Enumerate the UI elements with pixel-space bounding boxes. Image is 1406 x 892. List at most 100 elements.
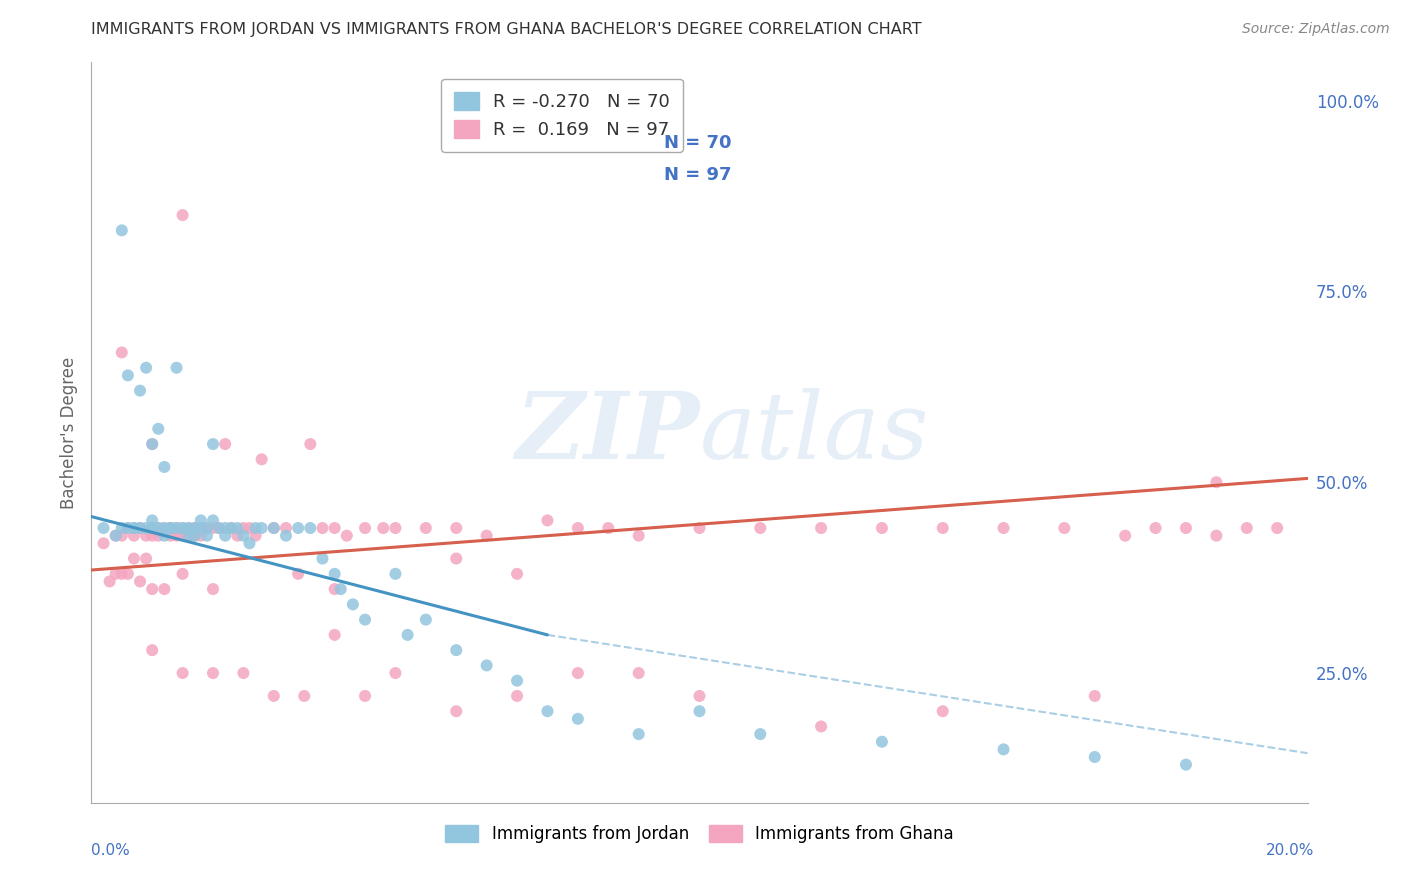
Point	[93, 536, 115, 550]
Text: ZIP: ZIP	[515, 388, 699, 477]
Point	[993, 742, 1015, 756]
Point	[172, 566, 194, 581]
Point	[299, 437, 322, 451]
Point	[1265, 521, 1288, 535]
Point	[177, 529, 200, 543]
Point	[567, 521, 589, 535]
Text: N = 97: N = 97	[664, 167, 731, 185]
Point	[129, 521, 152, 535]
Point	[323, 628, 346, 642]
Point	[1084, 750, 1107, 764]
Point	[506, 673, 529, 688]
Point	[263, 689, 285, 703]
Point	[148, 529, 170, 543]
Point	[104, 529, 127, 543]
Point	[627, 666, 650, 681]
Point	[93, 521, 115, 535]
Point	[342, 598, 364, 612]
Point	[931, 704, 953, 718]
Point	[323, 582, 346, 596]
Point	[190, 521, 212, 535]
Point	[177, 521, 200, 535]
Point	[195, 521, 218, 535]
Point	[245, 521, 267, 535]
Point	[384, 521, 406, 535]
Point	[122, 529, 145, 543]
Point	[117, 566, 139, 581]
Point	[415, 613, 437, 627]
Point	[141, 521, 163, 535]
Point	[232, 529, 254, 543]
Point	[202, 513, 225, 527]
Point	[214, 529, 236, 543]
Point	[263, 521, 285, 535]
Text: IMMIGRANTS FROM JORDAN VS IMMIGRANTS FROM GHANA BACHELOR'S DEGREE CORRELATION CH: IMMIGRANTS FROM JORDAN VS IMMIGRANTS FRO…	[91, 22, 922, 37]
Point	[214, 521, 236, 535]
Point	[148, 422, 170, 436]
Point	[810, 521, 832, 535]
Point	[219, 521, 242, 535]
Point	[238, 521, 260, 535]
Point	[810, 719, 832, 733]
Point	[135, 521, 157, 535]
Point	[190, 513, 212, 527]
Point	[172, 666, 194, 681]
Point	[475, 529, 498, 543]
Point	[122, 551, 145, 566]
Point	[195, 521, 218, 535]
Point	[1084, 689, 1107, 703]
Point	[1205, 475, 1227, 490]
Point	[202, 582, 225, 596]
Point	[1236, 521, 1258, 535]
Point	[202, 666, 225, 681]
Point	[444, 551, 467, 566]
Text: 0.0%: 0.0%	[91, 843, 131, 858]
Point	[166, 521, 188, 535]
Point	[274, 521, 297, 535]
Point	[274, 529, 297, 543]
Point	[117, 521, 139, 535]
Point	[166, 360, 188, 375]
Point	[749, 521, 772, 535]
Point	[354, 613, 377, 627]
Point	[1144, 521, 1167, 535]
Point	[148, 521, 170, 535]
Point	[415, 521, 437, 535]
Point	[117, 368, 139, 383]
Point	[250, 452, 273, 467]
Point	[226, 521, 249, 535]
Point	[141, 643, 163, 657]
Point	[688, 521, 710, 535]
Point	[870, 735, 893, 749]
Point	[870, 521, 893, 535]
Point	[184, 529, 207, 543]
Point	[688, 689, 710, 703]
Point	[232, 521, 254, 535]
Point	[177, 529, 200, 543]
Text: Source: ZipAtlas.com: Source: ZipAtlas.com	[1241, 22, 1389, 37]
Point	[122, 521, 145, 535]
Point	[214, 437, 236, 451]
Point	[238, 536, 260, 550]
Point	[172, 529, 194, 543]
Point	[190, 529, 212, 543]
Point	[172, 521, 194, 535]
Point	[159, 529, 181, 543]
Point	[141, 521, 163, 535]
Point	[299, 521, 322, 535]
Point	[287, 566, 309, 581]
Point	[287, 521, 309, 535]
Point	[444, 643, 467, 657]
Point	[122, 521, 145, 535]
Point	[153, 529, 176, 543]
Point	[1174, 521, 1197, 535]
Point	[111, 521, 134, 535]
Point	[153, 582, 176, 596]
Text: 20.0%: 20.0%	[1267, 843, 1315, 858]
Point	[153, 460, 176, 475]
Point	[129, 574, 152, 589]
Point	[250, 521, 273, 535]
Point	[475, 658, 498, 673]
Point	[567, 666, 589, 681]
Point	[177, 521, 200, 535]
